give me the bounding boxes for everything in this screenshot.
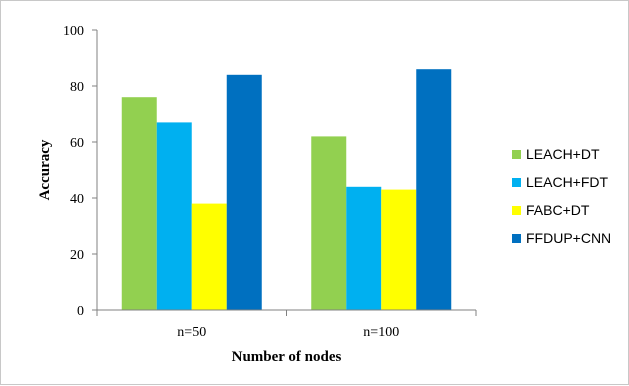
legend-swatch (512, 234, 521, 243)
bar-ffdup-cnn-1 (416, 69, 452, 310)
legend-label: FABC+DT (526, 202, 590, 218)
y-tick-label: 60 (70, 136, 84, 151)
legend-label: FFDUP+CNN (526, 230, 611, 246)
bar-leach-dt-0 (121, 97, 157, 310)
y-tick-label: 100 (63, 24, 84, 39)
x-tick-label: n=100 (363, 325, 399, 340)
y-tick-label: 0 (77, 304, 84, 319)
y-axis-ticks: 0 20 40 60 80 100 (63, 24, 97, 319)
legend-swatch (512, 178, 521, 187)
legend: LEACH+DT LEACH+FDT FABC+DT FFDUP+CNN (512, 146, 611, 246)
legend-label: LEACH+FDT (526, 174, 609, 190)
bar-leach-fdt-0 (156, 122, 192, 311)
bar-leach-fdt-1 (346, 186, 382, 310)
bar-fabc-dt-0 (191, 203, 227, 310)
x-axis-label: Number of nodes (232, 349, 342, 365)
bar-leach-dt-1 (311, 136, 347, 310)
y-tick-label: 40 (70, 192, 84, 207)
y-axis-label: Accuracy (37, 139, 53, 200)
legend-swatch (512, 150, 521, 159)
x-tick-label: n=50 (177, 325, 206, 340)
legend-label: LEACH+DT (526, 146, 600, 162)
y-tick-label: 20 (70, 248, 84, 263)
legend-swatch (512, 206, 521, 215)
y-tick-label: 80 (70, 80, 84, 95)
bar-fabc-dt-1 (381, 189, 417, 310)
x-axis-ticks: n=50 n=100 (96, 310, 477, 340)
bars (121, 69, 452, 311)
bar-ffdup-cnn-0 (226, 74, 262, 310)
